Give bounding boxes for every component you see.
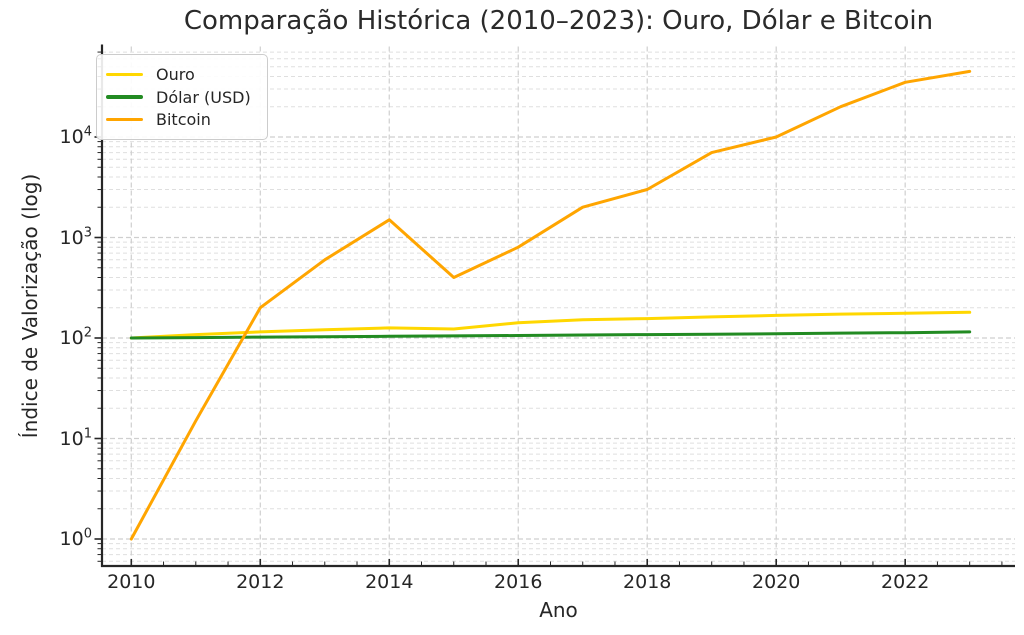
legend-item-dolar: Dólar (USD) bbox=[106, 86, 257, 109]
y-tick-label: 104 bbox=[59, 124, 92, 148]
chart-title: Comparação Histórica (2010–2023): Ouro, … bbox=[183, 6, 934, 36]
legend-line-ouro-icon bbox=[106, 72, 143, 77]
legend-label-ouro: Ouro bbox=[156, 64, 195, 84]
legend-label-dolar: Dólar (USD) bbox=[156, 87, 251, 107]
x-axis-label: Ano bbox=[539, 598, 578, 622]
y-tick-label: 103 bbox=[59, 225, 92, 249]
y-tick-label: 100 bbox=[59, 526, 92, 550]
y-axis-label: Índice de Valorização (log) bbox=[18, 173, 42, 439]
x-tick-label: 2018 bbox=[623, 571, 672, 593]
x-tick-label: 2020 bbox=[752, 571, 801, 593]
x-tick-label: 2016 bbox=[494, 571, 543, 593]
legend-item-ouro: Ouro bbox=[106, 63, 257, 86]
legend-line-bitcoin-icon bbox=[106, 117, 143, 122]
x-tick-label: 2014 bbox=[365, 571, 414, 593]
legend: Ouro Dólar (USD) Bitcoin bbox=[96, 54, 268, 140]
x-tick-label: 2010 bbox=[107, 571, 156, 593]
legend-line-dolar-icon bbox=[106, 95, 143, 99]
legend-label-bitcoin: Bitcoin bbox=[156, 110, 211, 130]
y-tick-label: 102 bbox=[59, 325, 92, 349]
x-tick-label: 2022 bbox=[880, 571, 930, 593]
x-tick-label: 2012 bbox=[236, 571, 285, 593]
legend-item-bitcoin: Bitcoin bbox=[106, 108, 257, 131]
y-tick-label: 101 bbox=[59, 426, 92, 450]
